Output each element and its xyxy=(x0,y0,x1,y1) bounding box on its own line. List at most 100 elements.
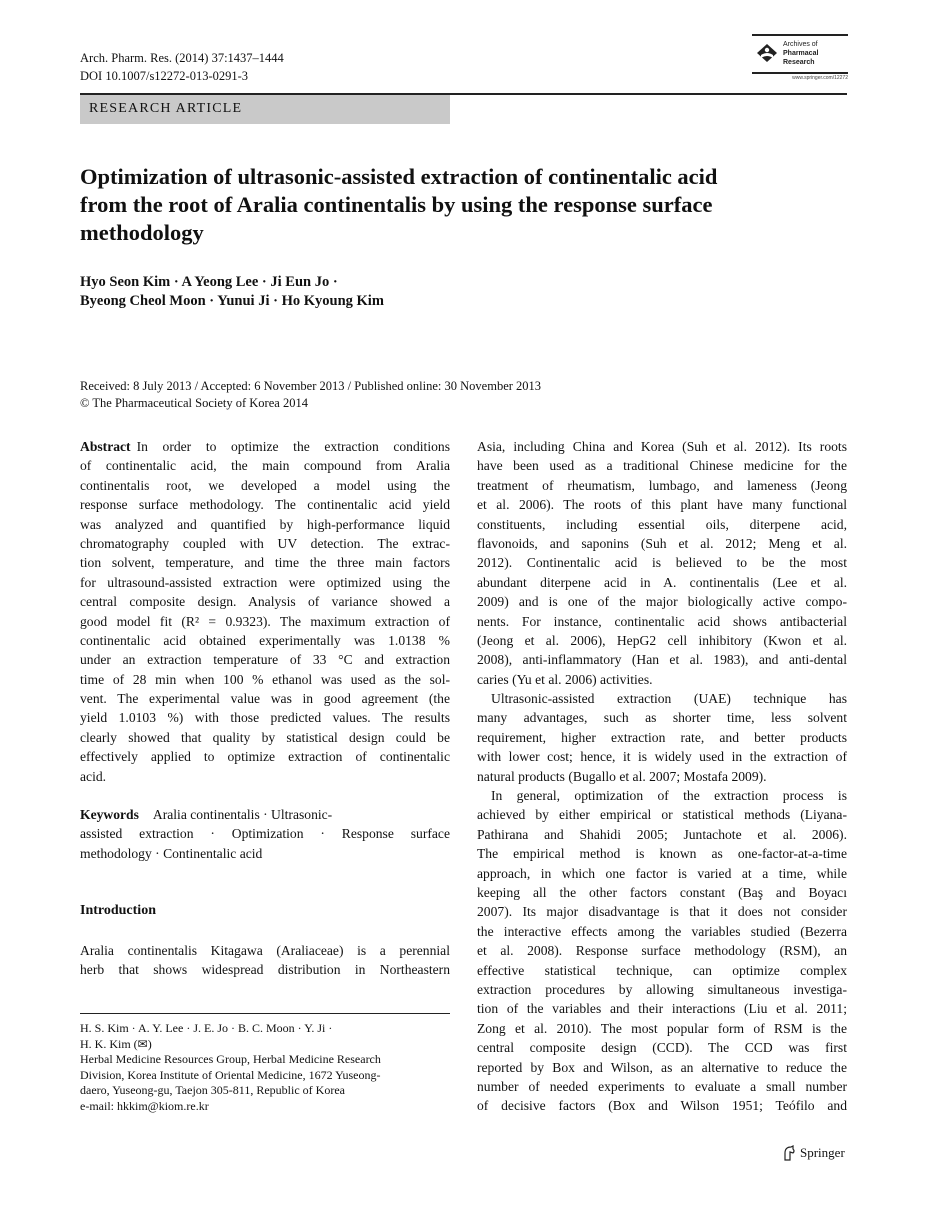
dates-line: Received: 8 July 2013 / Accepted: 6 Nove… xyxy=(80,379,542,393)
abstract-line: was analyzed and quantified by high-perf… xyxy=(80,516,450,532)
body-text-line: abundant diterpene acid in A. continenta… xyxy=(477,574,847,590)
introduction-line: herb that shows widespread distribution … xyxy=(80,962,450,978)
keywords-first-line: Keywords Aralia continentalis · Ultrasoni… xyxy=(80,805,450,824)
copyright-line: © The Pharmaceutical Society of Korea 20… xyxy=(80,396,308,410)
abstract-line: chromatography coupled with UV detection… xyxy=(80,535,450,551)
header-rule xyxy=(80,93,847,95)
body-text-line: Zong et al. 2010). The most popular form… xyxy=(477,1020,847,1036)
body-text-line: the interactive effects among the variab… xyxy=(477,923,847,939)
keyword-line: assisted extraction · Optimization · Res… xyxy=(80,826,450,842)
publication-dates: Received: 8 July 2013 / Accepted: 6 Nove… xyxy=(80,378,541,412)
running-header: Arch. Pharm. Res. (2014) 37:1437–1444 DO… xyxy=(80,49,284,85)
introduction-line: Aralia continentalis Kitagawa (Araliacea… xyxy=(80,943,450,958)
abstract-line: In order to optimize the extraction cond… xyxy=(136,439,450,454)
body-text-line: central composite design (CCD). The CCD … xyxy=(477,1040,847,1056)
keyword-line: methodology · Continentalic acid xyxy=(80,845,263,861)
abstract-line: clearly showed that quality by statistic… xyxy=(80,729,450,745)
article-title: Optimization of ultrasonic-assisted extr… xyxy=(80,163,840,247)
body-text-line: flavonoids, and saponins (Suh et al. 201… xyxy=(477,535,847,551)
abstract-line: continentalic acid obtained experimental… xyxy=(80,632,450,648)
body-text-line: approach, in which one factor is varied … xyxy=(477,865,847,881)
abstract-first-line: Abstract In order to optimize the extract… xyxy=(80,437,450,456)
footnote-line: H. S. Kim · A. Y. Lee · J. E. Jo · B. C.… xyxy=(80,1021,333,1035)
body-text-line: with lower cost; hence, it is widely use… xyxy=(477,749,847,765)
body-text-line: 2008), anti-inflammatory (Han et al. 198… xyxy=(477,652,847,668)
body-text-line: of decisive factors (Box and Wilson 1951… xyxy=(477,1098,847,1114)
footnote-line: Herbal Medicine Resources Group, Herbal … xyxy=(80,1052,381,1067)
abstract-line: good model fit (R² = 0.9323). The maximu… xyxy=(80,613,450,629)
body-text-line: reported by Box and Wilson, as an altern… xyxy=(477,1059,847,1075)
abstract-line: under an extraction temperature of 33 °C… xyxy=(80,652,450,668)
body-text-line: many advantages, such as shorter time, l… xyxy=(477,710,847,726)
body-text-line: The empirical method is known as one-fac… xyxy=(477,846,847,862)
title-line: from the root of Aralia continentalis by… xyxy=(80,192,713,217)
springer-horse-icon xyxy=(784,1145,795,1161)
abstract-line: of continentalic acid, the main compound… xyxy=(80,458,450,474)
abstract-line: for ultrasound-assisted extraction were … xyxy=(80,574,450,590)
footnote-line: H. K. Kim (✉) xyxy=(80,1036,152,1051)
springer-logo: Springer xyxy=(782,1145,845,1161)
body-text-line: number of needed experiments to evaluate… xyxy=(477,1078,847,1094)
doi: DOI 10.1007/s12272-013-0291-3 xyxy=(80,69,249,83)
body-text-line: (Jeong et al. 2006), HepG2 cell inhibito… xyxy=(477,632,847,648)
abstract-line: yield 1.0103 %) with those predicted val… xyxy=(80,710,450,726)
body-text-line: extraction procedures by allowing simult… xyxy=(477,981,847,997)
title-line: methodology xyxy=(80,220,204,245)
body-text-line: et al. 2008). Response surface methodolo… xyxy=(477,943,847,959)
journal-citation: Arch. Pharm. Res. (2014) 37:1437–1444 xyxy=(80,51,284,65)
keywords: Keywords Aralia continentalis · Ultrasoni… xyxy=(80,805,450,863)
abstract-line: effectively applied to optimize extracti… xyxy=(80,749,450,765)
author-affiliation-footnote: H. S. Kim · A. Y. Lee · J. E. Jo · B. C.… xyxy=(80,1021,450,1115)
keyword-line: Aralia continentalis · Ultrasonic- xyxy=(152,807,333,822)
abstract: Abstract In order to optimize the extract… xyxy=(80,437,450,786)
authors-line: Byeong Cheol Moon · Yunui Ji · Ho Kyoung… xyxy=(80,293,384,309)
body-text-line: have been used as a traditional Chinese … xyxy=(477,458,847,474)
body-text-line: achieved by either empirical or statisti… xyxy=(477,807,847,823)
body-text-line: 2007). Its major disadvantage is that it… xyxy=(477,904,847,920)
footnote-line: Division, Korea Institute of Oriental Me… xyxy=(80,1067,381,1082)
body-text-line: 2009) and is one of the major biological… xyxy=(477,594,847,610)
abstract-line: vent. The experimental value was in good… xyxy=(80,691,450,707)
body-text-line: treatment of rheumatism, lumbago, and la… xyxy=(477,477,847,493)
introduction-text: Aralia continentalis Kitagawa (Araliacea… xyxy=(80,941,450,980)
body-text-line: Asia, including China and Korea (Suh et … xyxy=(477,439,847,454)
body-text-line: Pathirana and Shahidi 2005; Juntachote e… xyxy=(477,826,847,842)
body-text-line: nents. For instance, continentalic acid … xyxy=(477,613,847,629)
body-text-line: requirement, higher extraction rate, and… xyxy=(477,729,847,745)
logo-text-2: Pharmacal xyxy=(783,50,819,57)
abstract-line: response surface methodology. The contin… xyxy=(80,497,450,513)
footnote-line: daero, Yuseong-gu, Taejon 305-811, Repub… xyxy=(80,1083,345,1098)
article-type: RESEARCH ARTICLE xyxy=(89,101,243,116)
abstract-label: Abstract xyxy=(80,439,131,454)
body-text-line: keeping all the other factors constant (… xyxy=(477,884,847,900)
body-text-line: et al. 2006). The roots of this plant ha… xyxy=(477,497,847,513)
logo-text-3: Research xyxy=(783,59,815,66)
logo-url: www.springer.com/12272 xyxy=(792,75,848,81)
abstract-line: central composite design. Analysis of va… xyxy=(80,594,450,610)
journal-logo: Archives of Pharmacal Research www.sprin… xyxy=(752,34,848,84)
title-line: Optimization of ultrasonic-assisted extr… xyxy=(80,164,718,189)
logo-text-1: Archives of xyxy=(783,41,818,48)
abstract-line: tion solvent, temperature, and time the … xyxy=(80,555,450,571)
body-text-line: effective statistical technique, can opt… xyxy=(477,962,847,978)
journal-emblem-icon xyxy=(757,44,777,62)
body-text-line: tion of the variables and their interact… xyxy=(477,1001,847,1017)
author-list: Hyo Seon Kim · A Yeong Lee · Ji Eun Jo ·… xyxy=(80,273,384,311)
authors-line: Hyo Seon Kim · A Yeong Lee · Ji Eun Jo · xyxy=(80,274,338,290)
body-text-line: In general, optimization of the extracti… xyxy=(491,788,847,804)
abstract-line: acid. xyxy=(80,768,107,784)
right-column-text: Asia, including China and Korea (Suh et … xyxy=(477,437,847,1116)
body-text-line: constituents, including essential oils, … xyxy=(477,516,847,532)
body-text-line: caries (Yu et al. 2006) activities. xyxy=(477,671,653,687)
keywords-label: Keywords xyxy=(80,807,139,822)
body-text-line: 2012). Continentalic acid is believed to… xyxy=(477,555,847,571)
abstract-line: continentalis root, we developed a model… xyxy=(80,477,450,493)
introduction-heading: Introduction xyxy=(80,903,156,918)
body-text-line: Ultrasonic-assisted extraction (UAE) tec… xyxy=(491,691,847,707)
footnote-rule xyxy=(80,1013,450,1014)
article-type-banner: RESEARCH ARTICLE xyxy=(80,95,450,124)
body-text-line: natural products (Bugallo et al. 2007; M… xyxy=(477,768,767,784)
publisher-name: Springer xyxy=(800,1145,845,1160)
author-email[interactable]: e-mail: hkkim@kiom.re.kr xyxy=(80,1098,209,1113)
